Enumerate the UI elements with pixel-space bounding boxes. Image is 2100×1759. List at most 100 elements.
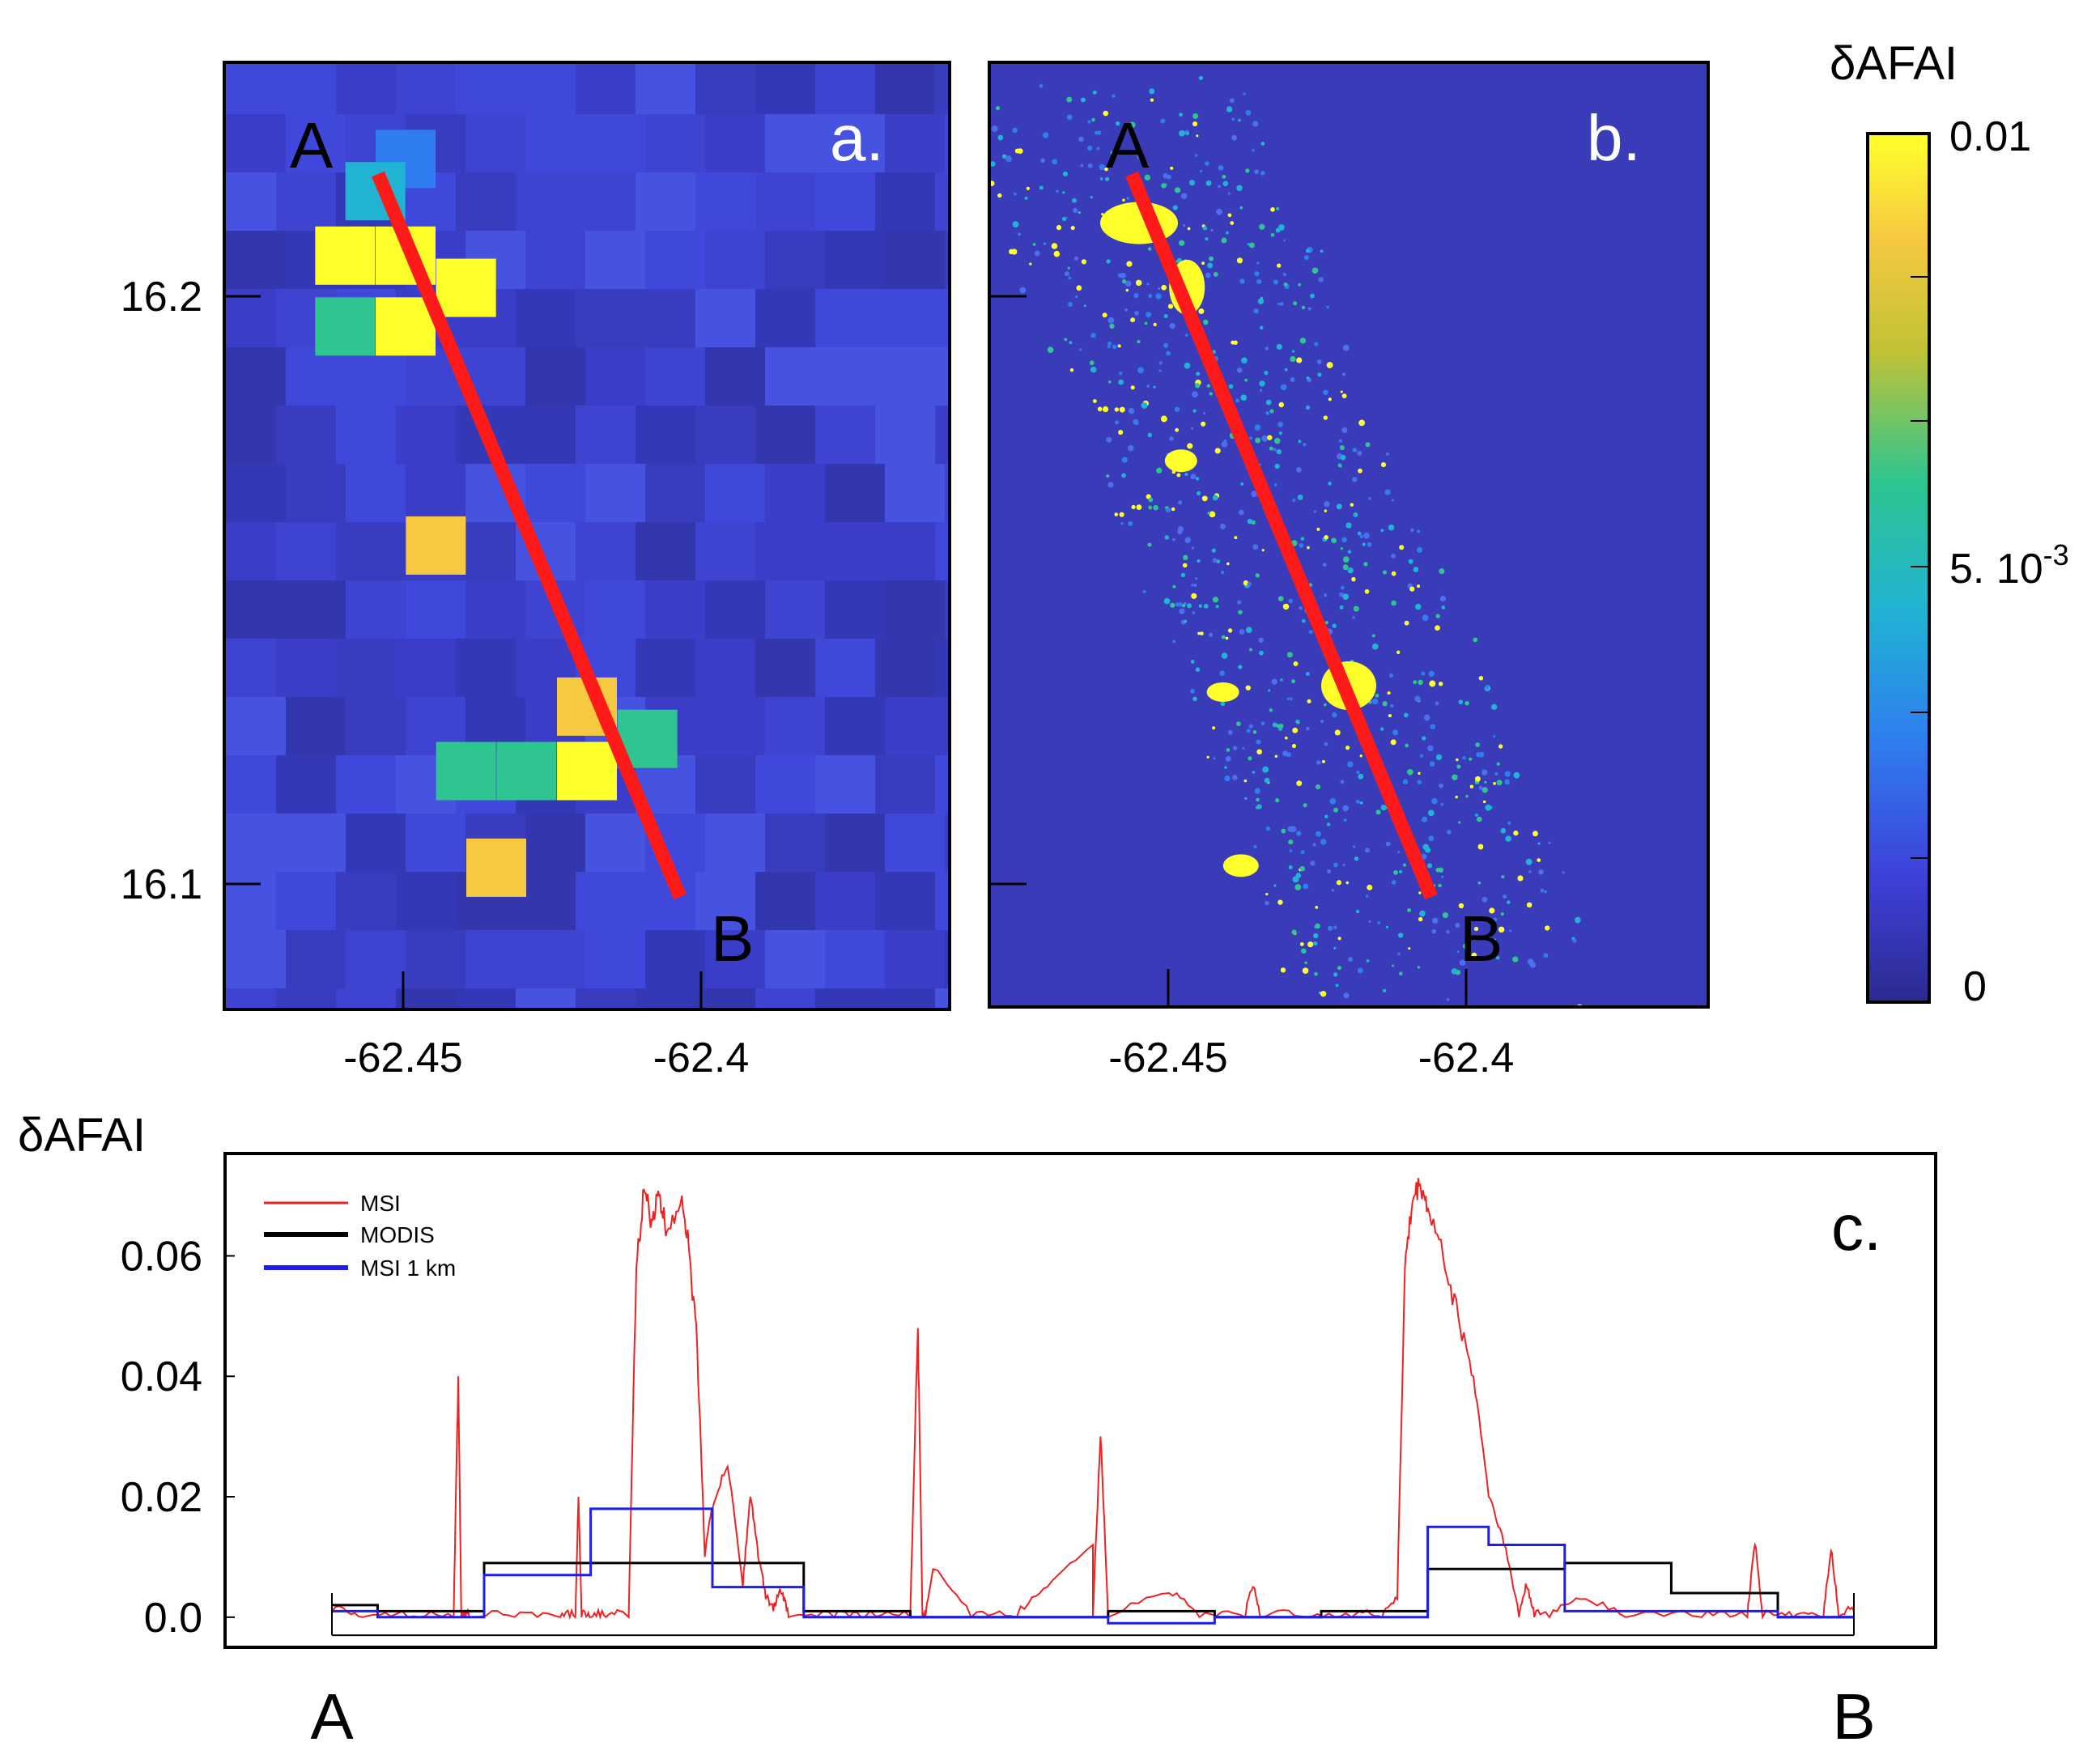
panel-a-bg-cell (765, 814, 825, 872)
panel-b-speckle (1119, 512, 1124, 517)
panel-b-speckle (1252, 729, 1257, 734)
panel-b-speckle (1190, 659, 1195, 664)
panel-b-speckle (1341, 427, 1348, 433)
panel-b-speckle (1184, 334, 1188, 337)
panel-a-xtick-label--62.4: -62.4 (653, 1035, 750, 1081)
panel-b-speckle (1221, 635, 1226, 639)
panel-b-speckle (1107, 345, 1111, 349)
panel-b-speckle (1286, 652, 1293, 658)
panel-b-speckle (1121, 279, 1127, 284)
panel-b-speckle (1253, 844, 1257, 849)
panel-b-speckle (1155, 293, 1162, 300)
legend-msi-1km: MSI 1 km (360, 1256, 456, 1281)
panel-b-speckle (1176, 473, 1181, 478)
panel-b-speckle (1489, 907, 1495, 914)
panel-b-speckle (1498, 926, 1505, 933)
panel-a-bg-cell (935, 289, 950, 347)
panel-b-speckle (1195, 477, 1200, 481)
panel-b-speckle (1435, 701, 1439, 706)
panel-a-cell (406, 516, 466, 575)
panel-b-speckle (1298, 440, 1302, 444)
panel-c-panel-label: c. (1831, 1192, 1881, 1264)
panel-b-speckle (1218, 165, 1224, 171)
panel-b-speckle (1170, 602, 1175, 608)
panel-b-speckle (1396, 1009, 1401, 1014)
panel-b-speckle (1175, 260, 1179, 263)
panel-a-bg-cell (705, 697, 765, 755)
panel-b-speckle (1224, 775, 1231, 782)
panel-a-bg-cell (276, 639, 336, 697)
panel-c-xlabel-A: A (310, 1680, 354, 1753)
panel-b-speckle (1418, 771, 1421, 775)
panel-b-speckle (1056, 189, 1059, 193)
panel-a-bg-cell (286, 114, 346, 172)
panel-b-speckle (1299, 942, 1304, 946)
panel-b-speckle (1256, 797, 1260, 802)
panel-a-bg-cell (406, 814, 465, 872)
panel-b-speckle (1167, 304, 1174, 309)
panel-b-speckle (1192, 696, 1197, 702)
panel-b-speckle (1226, 231, 1229, 235)
panel-b-speckle (1205, 180, 1212, 186)
panel-b-speckle (1179, 130, 1185, 137)
panel-a-bg-cell (815, 988, 875, 1009)
panel-b-speckle (1065, 216, 1068, 219)
panel-b-speckle (1024, 196, 1028, 200)
panel-a-bg-cell (224, 988, 276, 1009)
panel-b-speckle (990, 161, 996, 167)
panel-b-speckle (1243, 92, 1246, 96)
panel-a-bg-cell (825, 697, 885, 755)
panel-b-speckle (1442, 911, 1448, 919)
panel-b-speckle (1458, 903, 1464, 909)
panel-b-speckle (1126, 197, 1129, 200)
panel-b-speckle (1226, 748, 1231, 752)
panel-a-bg-cell (286, 697, 346, 755)
panel-b-speckle (1517, 875, 1524, 882)
panel-b-speckle (1012, 127, 1018, 134)
panel-b-speckle (1277, 596, 1284, 601)
panel-a-bg-cell (516, 406, 576, 464)
panel-b-speckle (1329, 797, 1337, 805)
panel-b-speckle (1221, 652, 1228, 659)
panel-b-speckle (1342, 564, 1349, 571)
panel-a-bg-cell (465, 114, 525, 172)
panel-b-speckle (1384, 489, 1391, 495)
panel-b-speckle (1256, 739, 1261, 745)
panel-b-speckle (1056, 225, 1062, 231)
panel-b-speckle (1538, 869, 1544, 875)
panel-b-speckle (1471, 952, 1477, 958)
panel-b-speckle (1158, 287, 1161, 290)
panel-b-speckle (1284, 368, 1288, 372)
panel-b-speckle (1187, 443, 1193, 449)
panel-b-speckle (1252, 121, 1259, 127)
panel-a-bg-cell (695, 872, 755, 930)
panel-b-speckle (1320, 719, 1324, 724)
panel-b-speckle (1267, 435, 1273, 440)
panel-b-speckle (1226, 106, 1233, 113)
panel-b-speckle (1089, 360, 1095, 366)
panel-b-speckle (1259, 380, 1265, 387)
panel-a-bg-cell (276, 872, 336, 930)
panel-b-speckle (1345, 522, 1352, 529)
colorbar-tick-mid: 5. 10-3 (1949, 538, 2069, 593)
panel-b-speckle (1231, 117, 1235, 121)
panel-b-speckle (1069, 341, 1073, 345)
panel-b-speckle (1545, 925, 1550, 931)
panel-a-bg-cell (585, 814, 645, 872)
panel-b-speckle (1365, 442, 1371, 448)
panel-b-xtick-label--62.4: -62.4 (1418, 1035, 1515, 1081)
panel-b-speckle (1174, 187, 1181, 193)
panel-a-bg-cell (695, 755, 755, 814)
panel-b-speckle (1438, 867, 1443, 873)
panel-b-speckle (1398, 933, 1404, 938)
panel-b-speckle (1009, 249, 1014, 255)
panel-b-speckle (1277, 899, 1283, 905)
panel-b-speckle (1303, 883, 1309, 890)
panel-b-speckle (1281, 828, 1286, 834)
panel-b-speckle (1537, 842, 1541, 845)
panel-b-speckle (1169, 436, 1174, 441)
panel-b-speckle (1262, 766, 1269, 773)
panel-b-speckle (1253, 308, 1259, 314)
panel-b-speckle (1276, 448, 1282, 455)
panel-b-speckle (1362, 542, 1366, 546)
